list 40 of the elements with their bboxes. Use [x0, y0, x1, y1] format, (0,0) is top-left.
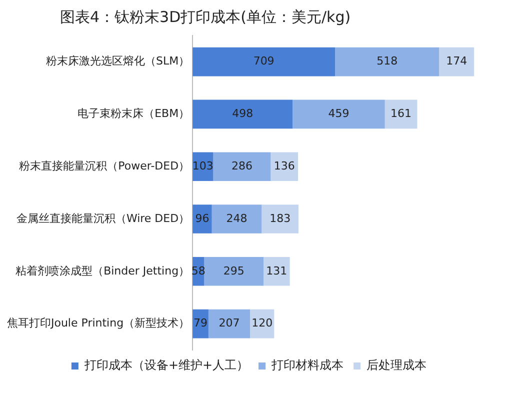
legend-label: 打印材料成本 [270, 358, 344, 372]
y-tick-label: 粉末直接能量沉积（Power-DED） [19, 159, 190, 172]
data-label: 248 [226, 212, 248, 225]
bar [270, 152, 298, 182]
bar [208, 309, 250, 338]
chart-title: 图表4：钛粉末3D打印成本(单位：美元/kg) [59, 7, 352, 26]
y-tick-label: 焦耳打印Joule Printing（新型技术） [6, 316, 190, 330]
data-label: 136 [274, 159, 295, 172]
data-label: 161 [390, 107, 412, 120]
bar [192, 100, 293, 129]
bar [264, 256, 290, 286]
y-tick-label: 电子束粉末床（EBM） [78, 107, 190, 120]
y-tick-label: 粘着剂喷涂成型（Binder Jetting） [16, 264, 190, 278]
bar [292, 100, 385, 129]
data-label: 286 [232, 159, 253, 172]
bar [262, 204, 298, 234]
data-label: 120 [252, 316, 273, 330]
data-label: 709 [253, 54, 274, 68]
data-label: 79 [194, 316, 208, 330]
data-label: 459 [328, 107, 350, 120]
y-tick-label: 粉末床激光选区熔化（SLM） [46, 54, 190, 68]
data-label: 498 [232, 107, 254, 120]
bar [192, 47, 336, 76]
data-label: 518 [376, 54, 398, 68]
y-tick-label: 金属丝直接能量沉积（Wire DED） [16, 212, 190, 225]
data-label: 183 [270, 212, 291, 225]
data-label: 103 [192, 159, 214, 172]
data-label: 174 [446, 54, 468, 68]
data-label: 131 [266, 264, 288, 278]
bar [384, 100, 418, 129]
bar [335, 47, 440, 76]
data-label: 207 [218, 316, 240, 330]
legend-label: 后处理成本 [366, 358, 427, 372]
bar [213, 152, 271, 182]
bar [204, 256, 264, 286]
data-label: 295 [223, 264, 244, 278]
data-label: 96 [195, 212, 210, 225]
legend-label: 打印成本（设备+维护+人工） [83, 358, 249, 372]
bar [439, 47, 474, 76]
bar [212, 204, 262, 234]
